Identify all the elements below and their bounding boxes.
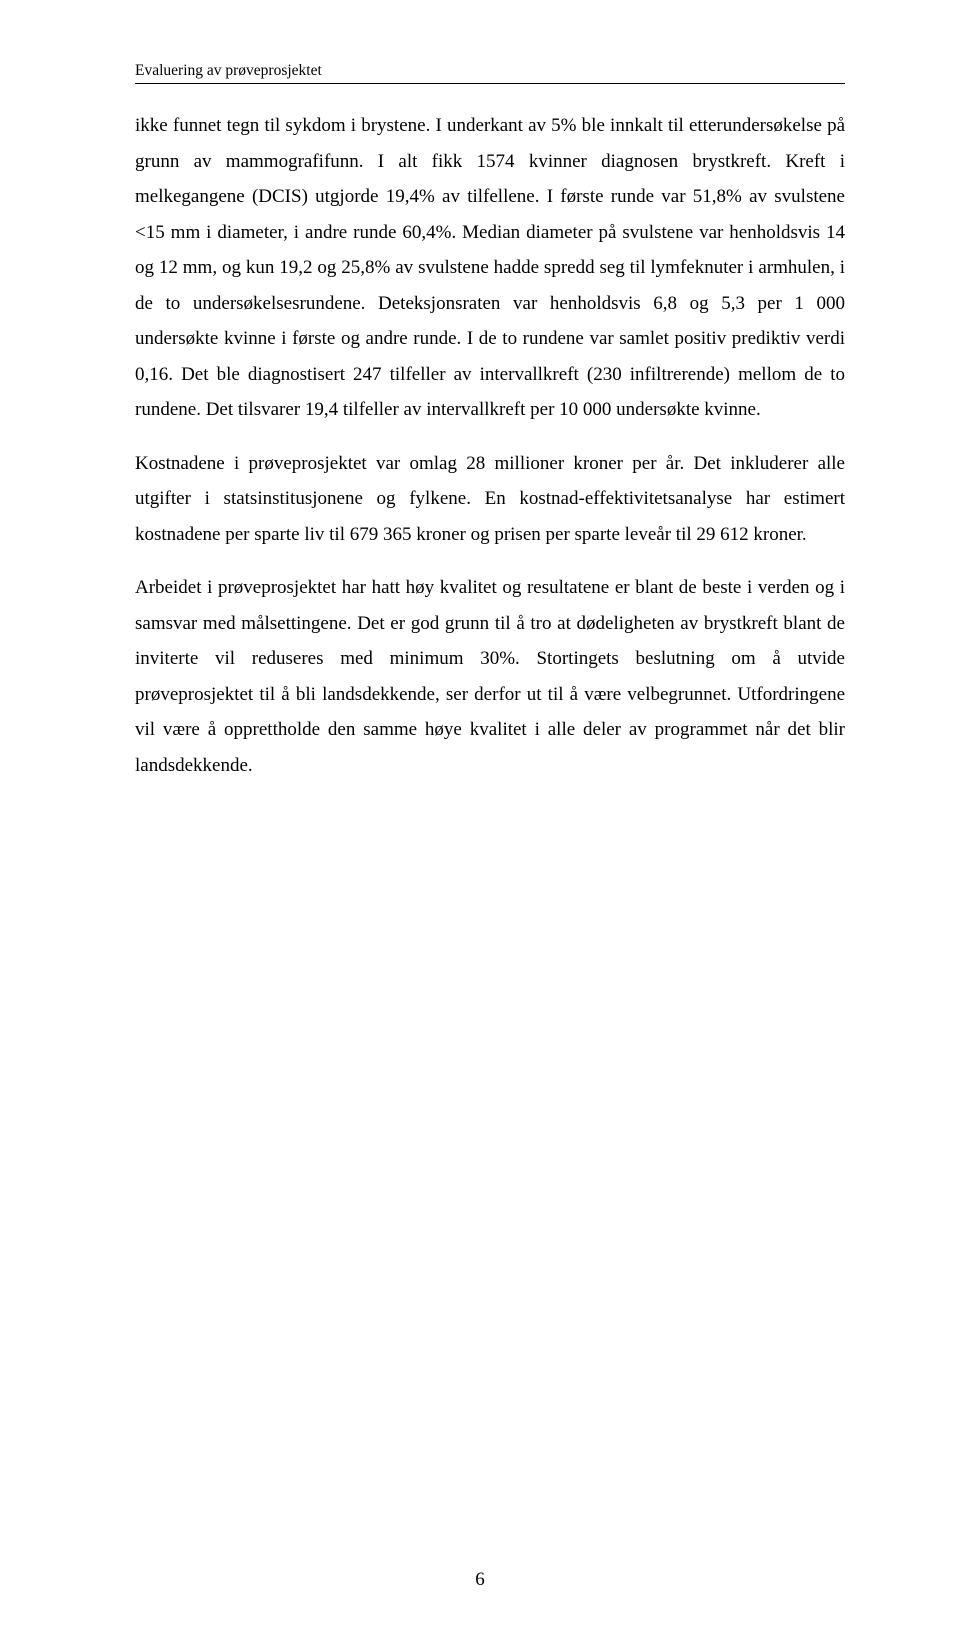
paragraph-2: Kostnadene i prøveprosjektet var omlag 2… bbox=[135, 446, 845, 553]
page-container: Evaluering av prøveprosjektet ikke funne… bbox=[0, 0, 960, 783]
page-number: 6 bbox=[0, 1569, 960, 1591]
page-header: Evaluering av prøveprosjektet bbox=[135, 62, 845, 84]
paragraph-1: ikke funnet tegn til sykdom i brystene. … bbox=[135, 108, 845, 428]
paragraph-3: Arbeidet i prøveprosjektet har hatt høy … bbox=[135, 570, 845, 783]
